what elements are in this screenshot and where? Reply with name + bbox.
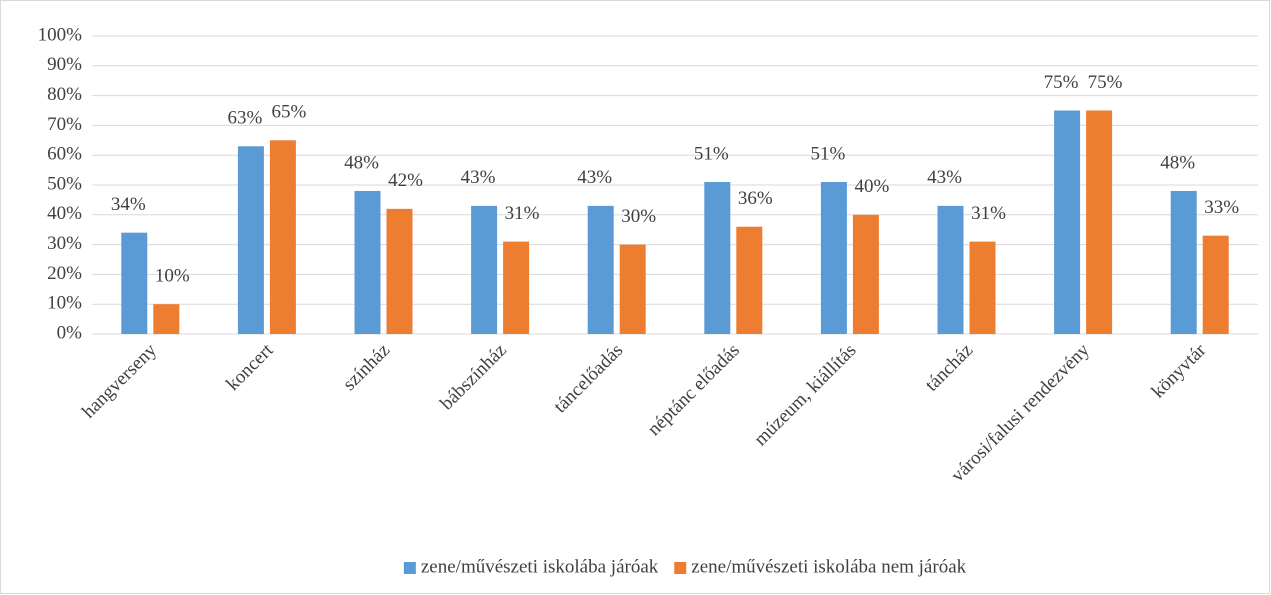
bar (969, 241, 996, 334)
bar (153, 304, 180, 334)
y-tick-label: 0% (57, 322, 83, 343)
bar (237, 146, 264, 334)
bar (1086, 110, 1113, 334)
bar (121, 232, 148, 334)
data-label: 31% (505, 203, 540, 224)
bar (503, 241, 530, 334)
legend-swatch (674, 562, 687, 574)
data-label: 75% (1044, 72, 1079, 93)
y-tick-label: 50% (47, 173, 82, 194)
data-label: 43% (927, 167, 962, 188)
bar (852, 214, 879, 334)
data-label: 63% (227, 108, 262, 129)
data-label: 48% (344, 152, 379, 173)
data-label: 65% (271, 102, 306, 123)
bar (1170, 190, 1197, 334)
bar (704, 182, 731, 334)
data-label: 10% (155, 266, 190, 287)
data-label: 51% (694, 143, 729, 164)
legend-swatch (403, 562, 416, 574)
bar (937, 205, 964, 334)
bar (386, 208, 413, 334)
bar (736, 226, 763, 334)
data-label: 36% (738, 188, 773, 209)
y-tick-label: 30% (47, 233, 82, 254)
legend: zene/művészeti iskolába járóak zene/művés… (403, 556, 967, 577)
data-label: 31% (971, 203, 1006, 224)
data-label: 43% (461, 167, 496, 188)
data-label: 43% (577, 167, 612, 188)
bar (820, 182, 847, 334)
data-label: 48% (1160, 152, 1195, 173)
legend-label: zene/művészeti iskolába nem járóak (691, 556, 966, 577)
bar (1202, 235, 1229, 334)
legend-label: zene/művészeti iskolába járóak (421, 556, 659, 577)
y-tick-label: 10% (47, 293, 82, 314)
bar (471, 205, 498, 334)
data-label: 75% (1088, 72, 1123, 93)
y-tick-label: 100% (38, 24, 83, 45)
y-tick-label: 90% (47, 54, 82, 75)
y-tick-label: 60% (47, 144, 82, 165)
data-label: 51% (810, 143, 845, 164)
data-label: 40% (854, 176, 889, 197)
bar (619, 244, 646, 334)
bar (269, 140, 296, 334)
bar (1054, 110, 1081, 334)
data-label: 33% (1204, 197, 1239, 218)
bar (587, 205, 614, 334)
y-tick-label: 40% (47, 203, 82, 224)
data-label: 30% (621, 206, 656, 227)
data-label: 34% (111, 194, 146, 215)
y-tick-label: 20% (47, 263, 82, 284)
y-tick-label: 70% (47, 114, 82, 135)
y-tick-label: 80% (47, 84, 82, 105)
bar (354, 190, 381, 334)
data-label: 42% (388, 170, 423, 191)
